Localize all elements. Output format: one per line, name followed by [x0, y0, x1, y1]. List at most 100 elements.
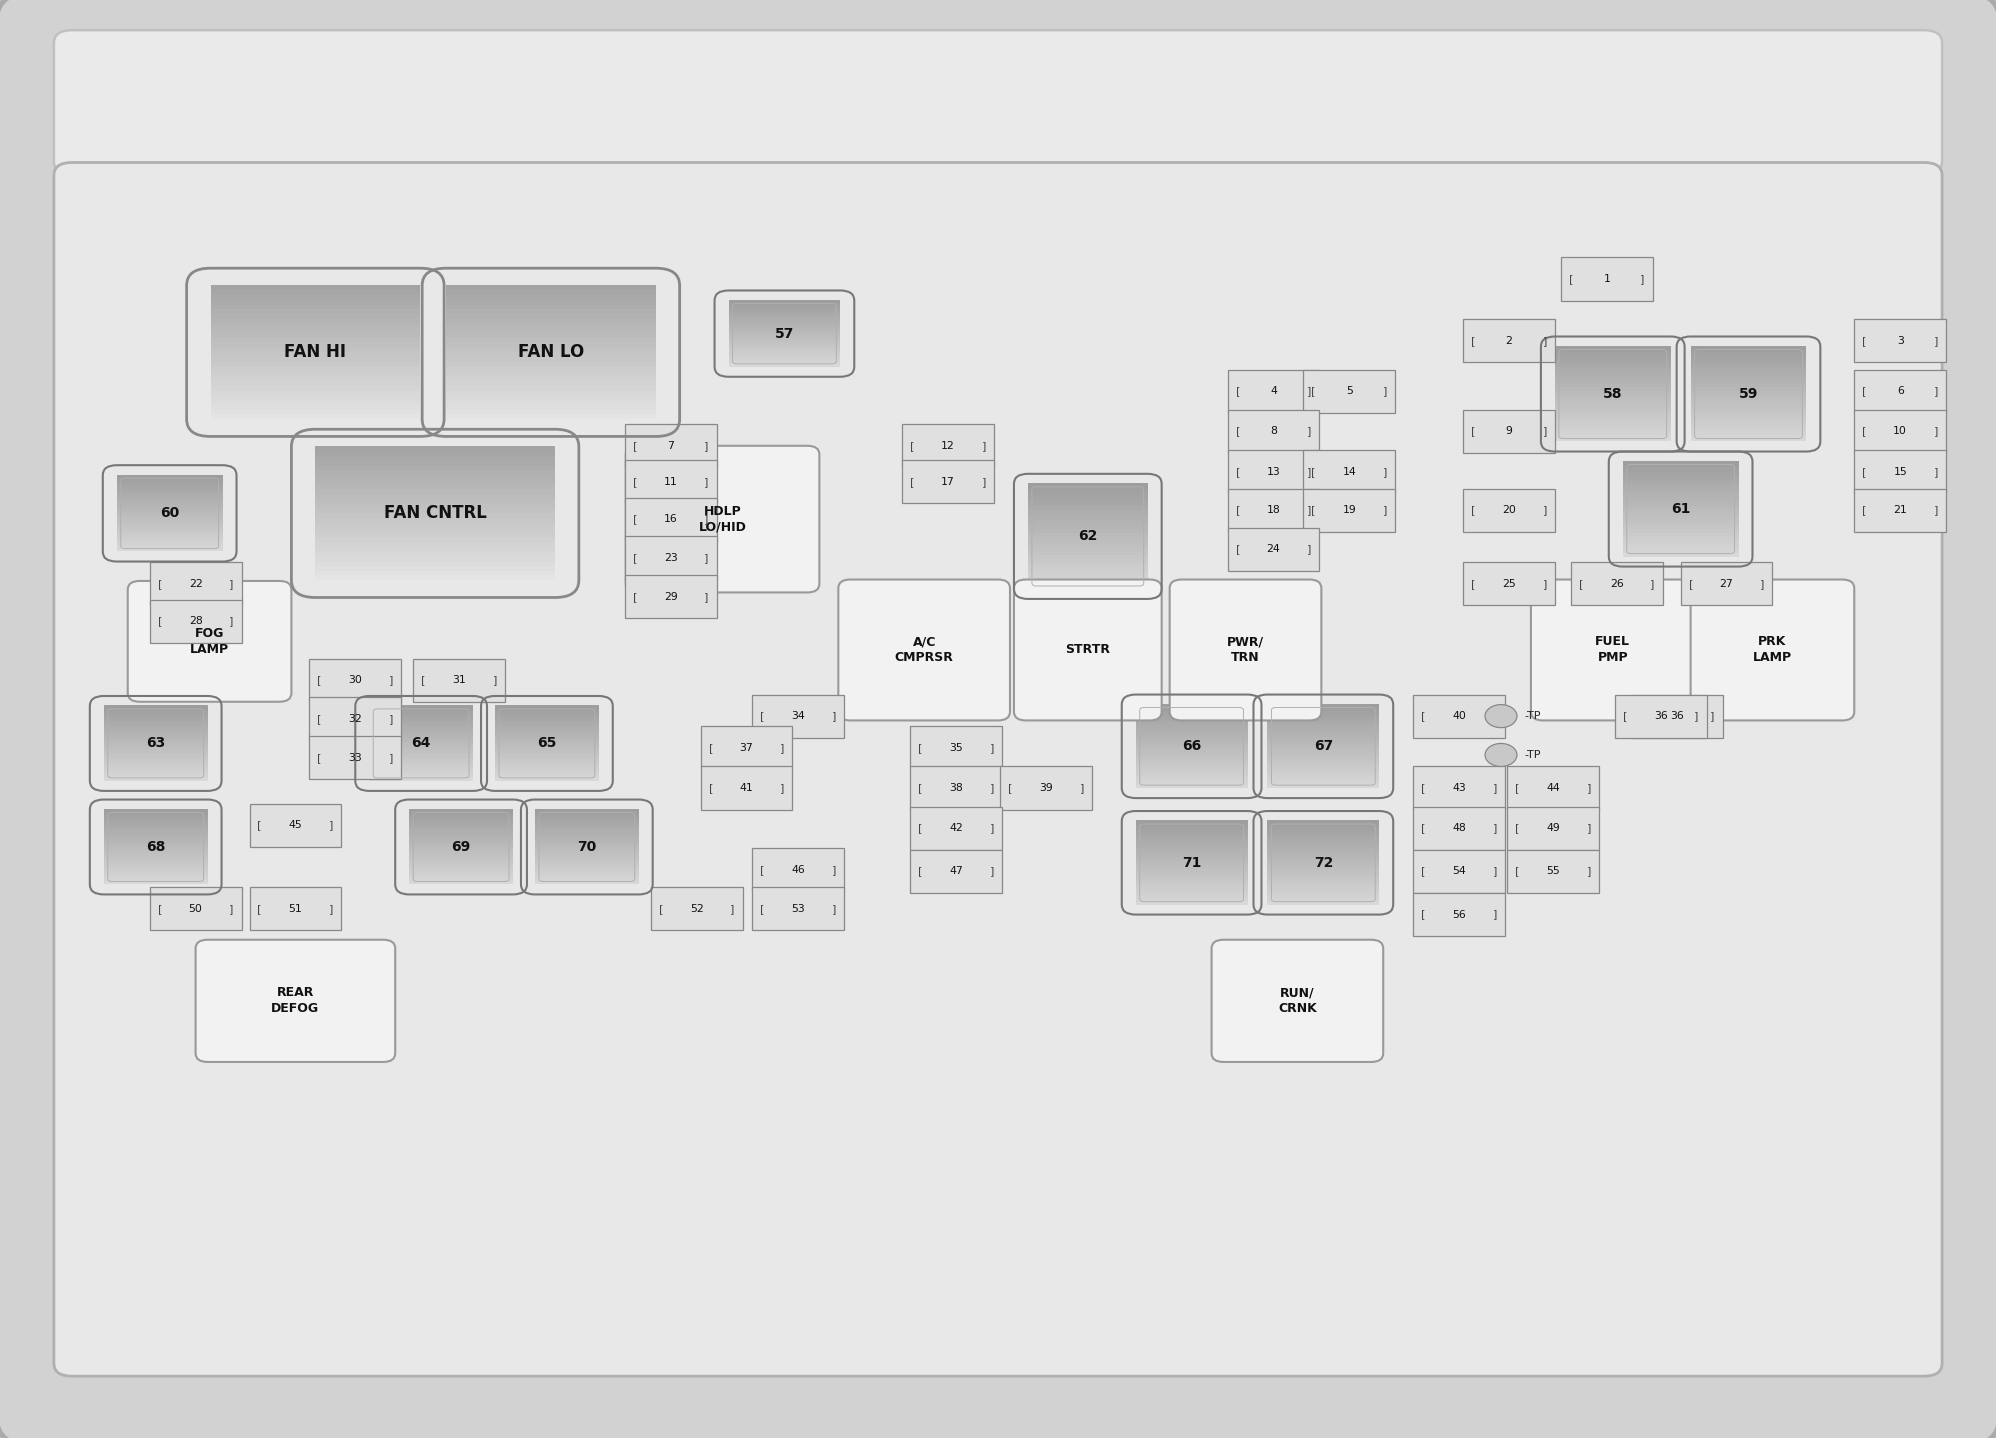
Bar [729, 364, 840, 367]
Bar [1555, 372, 1671, 377]
Bar [104, 841, 208, 844]
Text: ]: ] [1383, 467, 1387, 476]
Bar [409, 857, 513, 860]
Text: FUEL
PMP: FUEL PMP [1595, 636, 1631, 664]
Bar [1136, 880, 1248, 883]
Bar [1691, 434, 1806, 439]
Text: ]: ] [705, 477, 709, 486]
FancyBboxPatch shape [701, 766, 792, 810]
Text: [: [ [317, 715, 321, 723]
Bar [369, 729, 473, 733]
Text: A/C
CMPRSR: A/C CMPRSR [894, 636, 954, 664]
Bar [447, 414, 655, 420]
Bar [315, 479, 555, 485]
Bar [1555, 437, 1671, 441]
Text: ]: ] [1934, 336, 1938, 345]
FancyBboxPatch shape [54, 162, 1942, 1376]
Bar [1555, 360, 1671, 364]
Text: ]: ] [780, 743, 784, 752]
Bar [369, 745, 473, 749]
Text: [: [ [257, 821, 261, 830]
Bar [409, 851, 513, 856]
Text: ]: ] [1641, 275, 1645, 283]
Bar [729, 321, 840, 324]
Text: ]: ] [1587, 824, 1591, 833]
Bar [212, 365, 421, 371]
Text: ]: ] [982, 441, 986, 450]
Bar [104, 766, 208, 771]
Text: [: [ [1421, 712, 1425, 720]
Bar [1028, 521, 1148, 525]
Bar [535, 835, 639, 838]
Text: 35: 35 [950, 743, 962, 752]
Bar [409, 833, 513, 837]
Text: 37: 37 [741, 743, 752, 752]
Text: ]: ] [780, 784, 784, 792]
Text: 47: 47 [950, 867, 962, 876]
Bar [104, 764, 208, 768]
Bar [369, 778, 473, 781]
Bar [1136, 827, 1248, 830]
Bar [1691, 352, 1806, 357]
Text: [: [ [760, 905, 764, 913]
Bar [1267, 755, 1379, 758]
Text: [: [ [1311, 387, 1315, 395]
Bar [447, 347, 655, 352]
Text: -TP: -TP [1525, 751, 1541, 759]
Text: [: [ [317, 754, 321, 762]
Bar [1623, 505, 1739, 509]
Text: ]: ] [1383, 506, 1387, 515]
Bar [104, 735, 208, 738]
Bar [1028, 525, 1148, 529]
Text: 13: 13 [1267, 467, 1279, 476]
Bar [1267, 820, 1379, 824]
Bar [369, 732, 473, 735]
Bar [1267, 866, 1379, 869]
Bar [1136, 778, 1248, 782]
FancyBboxPatch shape [1303, 450, 1395, 493]
Bar [1136, 866, 1248, 869]
Text: [: [ [1471, 580, 1475, 588]
Bar [369, 707, 473, 712]
Bar [1691, 400, 1806, 404]
Bar [315, 513, 555, 518]
Bar [315, 446, 555, 452]
Text: 63: 63 [146, 736, 166, 751]
Text: [: [ [633, 515, 637, 523]
Bar [535, 828, 639, 831]
Text: ]: ] [1493, 784, 1497, 792]
Bar [1555, 430, 1671, 434]
Bar [447, 357, 655, 362]
Bar [104, 810, 208, 812]
Bar [729, 328, 840, 331]
Bar [535, 820, 639, 823]
Bar [1267, 725, 1379, 729]
Bar [1267, 710, 1379, 713]
Text: 14: 14 [1343, 467, 1355, 476]
Bar [1028, 577, 1148, 581]
FancyBboxPatch shape [150, 887, 242, 930]
Text: 29: 29 [665, 592, 677, 601]
Text: 27: 27 [1721, 580, 1733, 588]
Bar [1555, 370, 1671, 374]
FancyBboxPatch shape [838, 580, 1010, 720]
Bar [118, 539, 224, 544]
Bar [1267, 719, 1379, 722]
Text: [: [ [158, 580, 162, 588]
Bar [447, 365, 655, 371]
FancyBboxPatch shape [250, 804, 341, 847]
Bar [369, 743, 473, 746]
Bar [1136, 722, 1248, 726]
Bar [729, 312, 840, 315]
Bar [104, 732, 208, 735]
Bar [104, 706, 208, 709]
Bar [315, 489, 555, 495]
Text: 25: 25 [1503, 580, 1515, 588]
Bar [1136, 874, 1248, 877]
Bar [535, 841, 639, 844]
Bar [495, 707, 599, 712]
Bar [104, 741, 208, 743]
Bar [1136, 710, 1248, 713]
Bar [495, 738, 599, 741]
Bar [104, 876, 208, 879]
